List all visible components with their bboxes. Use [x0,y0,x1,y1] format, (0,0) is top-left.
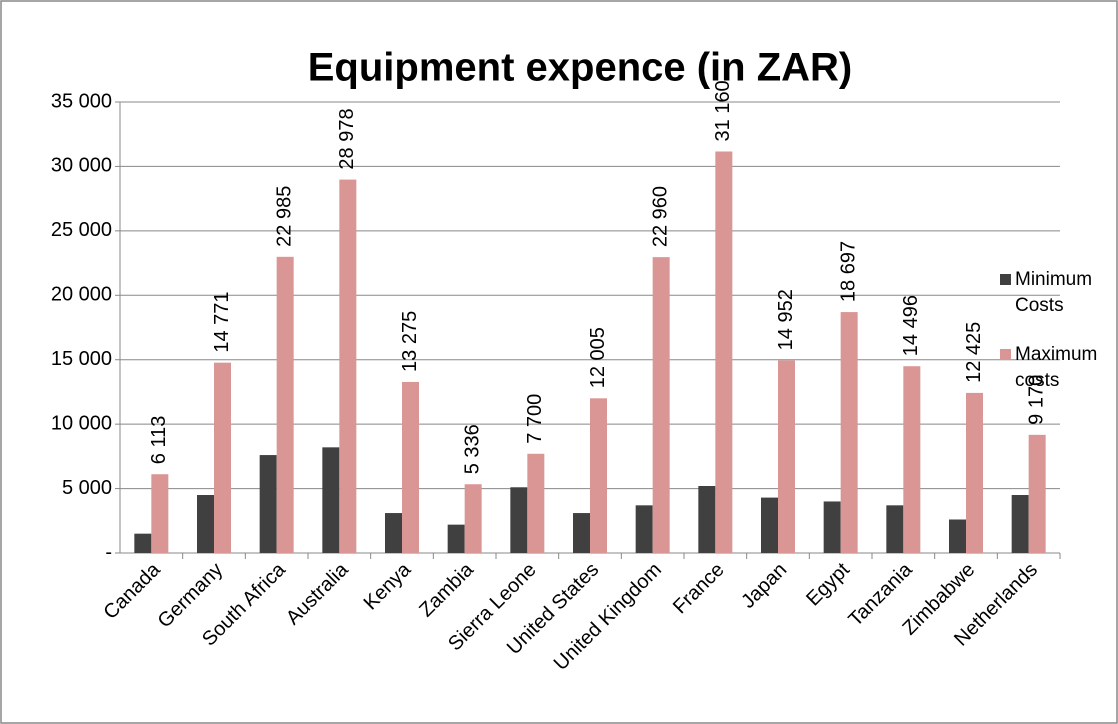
data-label: 12 425 [963,322,985,383]
bar [715,151,733,553]
y-tick-label: 35 000 [51,90,112,112]
bar [652,257,670,553]
bar [527,453,545,553]
bar [778,360,795,553]
bar [573,513,590,553]
bar [510,487,528,553]
data-label: 12 005 [587,327,609,388]
bar [761,497,778,553]
bar [590,398,607,553]
data-label: 31 160 [712,80,734,141]
legend-swatch [1000,349,1011,360]
bar [151,474,169,553]
bar [447,524,465,553]
y-tick-label: 15 000 [51,348,112,370]
data-label: 13 275 [399,311,421,372]
y-tick-label: 30 000 [51,155,112,177]
chart-title: Equipment expence (in ZAR) [308,46,853,90]
bar [823,501,841,553]
y-tick-label: 20 000 [51,284,112,306]
data-label: 5 336 [461,424,483,474]
bar [214,362,231,553]
bar [339,179,357,553]
bar [966,392,983,553]
data-label: 7 700 [524,394,546,444]
y-tick-label: 10 000 [51,412,112,434]
bar [259,455,277,553]
bar [949,519,966,553]
bar [698,485,716,553]
legend-label: Maximum costs [1015,344,1098,391]
data-label: 6 113 [148,416,170,465]
y-tick-label: 5 000 [62,477,112,499]
bar [886,505,904,553]
bar [840,312,858,553]
bar [402,381,419,553]
legend-label: Minimum Costs [1015,269,1093,316]
bar [464,484,482,553]
legend-swatch [1000,274,1011,285]
data-label: 14 496 [900,295,922,356]
data-label: 22 985 [273,186,295,247]
y-tick-label: 25 000 [51,219,112,241]
data-label: 14 771 [211,291,233,352]
data-label: 22 960 [649,186,671,247]
y-tick-label: - [105,541,112,563]
bar [1011,495,1029,553]
bar [385,513,402,553]
data-label: 9 170 [1025,375,1047,425]
bar [276,256,294,553]
bar [322,447,340,553]
bar [134,533,152,553]
bar [635,505,653,553]
bar [197,495,214,553]
bar [1028,434,1046,553]
data-label: 14 952 [775,289,797,350]
bar [903,366,921,553]
data-label: 18 697 [837,241,859,302]
data-label: 28 978 [336,108,358,169]
